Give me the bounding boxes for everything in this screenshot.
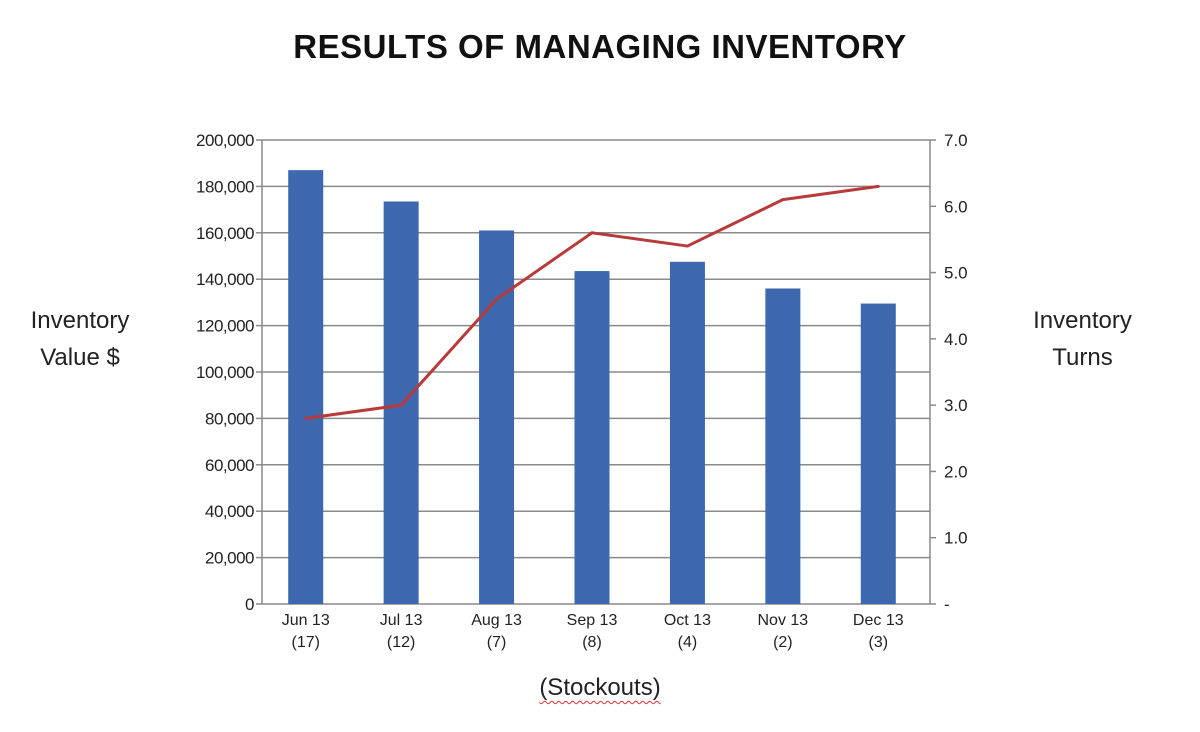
x-tick-label-month: Sep 13	[567, 612, 618, 629]
x-tick-label-month: Jun 13	[282, 612, 330, 629]
bar-nov-13	[765, 288, 801, 604]
inventory-turns-point	[495, 297, 499, 301]
right-tick-label: 2.0	[944, 462, 968, 481]
bar-aug-13	[479, 230, 515, 605]
x-tick-label-stockouts: (4)	[678, 634, 698, 651]
inventory-turns-point	[590, 231, 594, 235]
inventory-turns-point	[304, 416, 308, 420]
left-tick-label: 60,000	[205, 456, 254, 475]
y-axis-left-label: Inventory Value $	[10, 302, 150, 376]
y-axis-right-label-line2: Turns	[1052, 344, 1113, 371]
x-tick-label-month: Dec 13	[853, 612, 904, 629]
left-tick-label: 160,000	[196, 224, 254, 243]
x-axis-label: (Stockouts)	[0, 674, 1200, 702]
x-tick-label-stockouts: (12)	[387, 634, 415, 651]
left-tick-label: 20,000	[205, 549, 254, 568]
right-tick-label: 1.0	[944, 529, 968, 548]
bar-oct-13	[669, 261, 705, 604]
right-tick-label: 6.0	[944, 197, 968, 216]
inventory-turns-point	[876, 184, 880, 188]
x-tick-label-stockouts: (2)	[773, 634, 793, 651]
x-tick-label-stockouts: (17)	[291, 634, 319, 651]
left-tick-label: 40,000	[205, 502, 254, 521]
left-tick-label: 200,000	[196, 131, 254, 150]
left-tick-label: 100,000	[196, 363, 254, 382]
bar-dec-13	[860, 303, 896, 604]
bar-jul-13	[383, 201, 419, 605]
left-tick-label: 120,000	[196, 317, 254, 336]
inventory-turns-point	[685, 244, 689, 248]
left-tick-label: 0	[245, 595, 254, 614]
right-tick-label: 7.0	[944, 131, 968, 150]
right-tick-label: -	[944, 595, 950, 614]
right-tick-label: 4.0	[944, 330, 968, 349]
x-tick-label-month: Oct 13	[664, 612, 711, 629]
y-axis-left-label-line1: Inventory	[30, 307, 130, 334]
x-tick-label-month: Aug 13	[471, 612, 522, 629]
left-tick-label: 180,000	[196, 177, 254, 196]
y-axis-right-label-line1: Inventory	[1033, 307, 1132, 334]
y-axis-right-label: Inventory Turns	[1010, 302, 1155, 376]
x-axis-label-text: (Stockouts)	[539, 674, 661, 701]
left-tick-label: 80,000	[205, 409, 254, 428]
x-tick-label-stockouts: (3)	[869, 634, 889, 651]
chart-title: RESULTS OF MANAGING INVENTORY	[293, 28, 907, 65]
bar-sep-13	[574, 271, 610, 604]
bar-jun-13	[288, 170, 324, 604]
right-tick-label: 5.0	[944, 264, 968, 283]
right-tick-label: 3.0	[944, 396, 968, 415]
x-tick-label-month: Nov 13	[758, 612, 809, 629]
inventory-turns-point	[781, 198, 785, 202]
y-axis-left-label-line2: Value $	[40, 344, 120, 371]
inventory-turns-point	[399, 403, 403, 407]
x-tick-label-stockouts: (8)	[582, 634, 602, 651]
left-tick-label: 140,000	[196, 270, 254, 289]
x-tick-label-month: Jul 13	[380, 612, 423, 629]
x-tick-label-stockouts: (7)	[487, 634, 507, 651]
